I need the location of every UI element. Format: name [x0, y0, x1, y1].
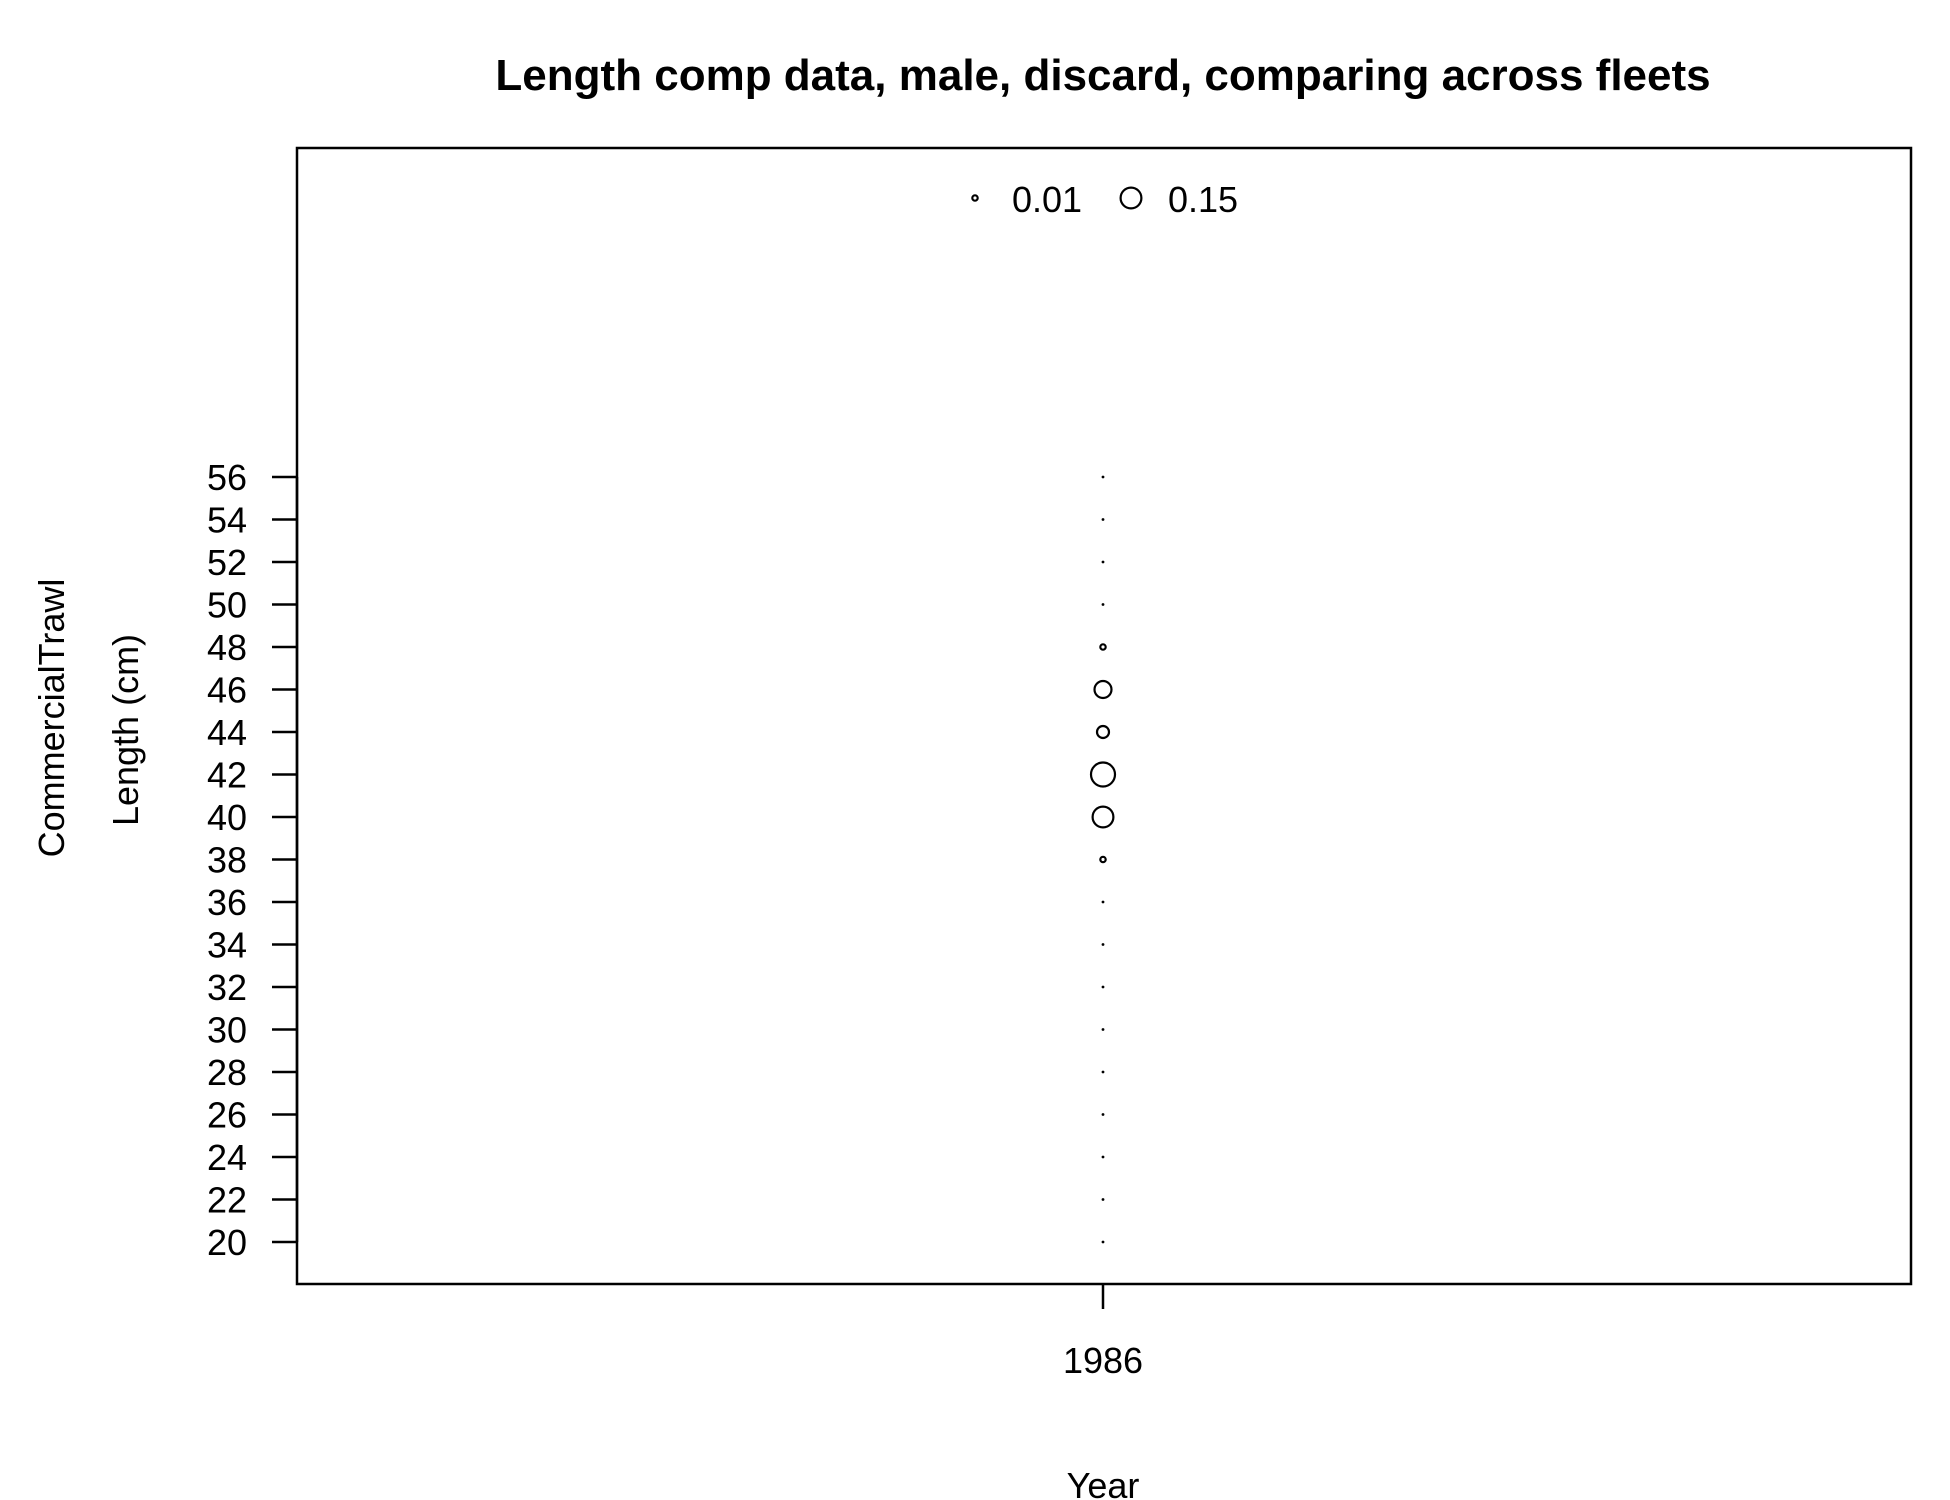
bubble-point: [1093, 679, 1113, 700]
bubble-point: [1101, 560, 1105, 564]
y-tick-label: 26: [207, 1095, 247, 1136]
y-tick-label: 32: [207, 967, 247, 1008]
x-axis-label: Year: [1067, 1465, 1140, 1500]
y-tick-label: 20: [207, 1222, 247, 1263]
y-tick-label: 34: [207, 925, 247, 966]
y-tick-label: 54: [207, 500, 247, 541]
y-tick-label: 24: [207, 1137, 247, 1178]
y-tick-label: 30: [207, 1010, 247, 1051]
bubble-point: [1089, 761, 1117, 788]
y-tick-label: 52: [207, 542, 247, 583]
bubble-point: [1095, 724, 1111, 740]
x-axis: 1986: [1063, 1284, 1143, 1381]
bubble-point: [1101, 1028, 1105, 1031]
bubble-point: [1101, 943, 1105, 946]
bubble-point: [1099, 855, 1107, 864]
y-tick-label: 46: [207, 670, 247, 711]
bubble-point: [1091, 805, 1115, 829]
y-tick-label: 48: [207, 627, 247, 668]
bubble-point: [1101, 1113, 1105, 1116]
bubble-point: [1101, 985, 1105, 989]
bubble-point: [1101, 1155, 1105, 1159]
y-tick-label: 42: [207, 755, 247, 796]
legend-symbol: [1119, 186, 1143, 210]
bubble-point: [1101, 900, 1105, 904]
y-axis-label: Length (cm): [105, 634, 146, 826]
bubble-point: [1101, 518, 1105, 521]
y-tick-label: 56: [207, 457, 247, 498]
y-tick-label: 36: [207, 882, 247, 923]
fleet-label: CommercialTrawl: [31, 579, 72, 858]
x-tick-label: 1986: [1063, 1340, 1143, 1381]
y-tick-label: 22: [207, 1180, 247, 1221]
y-tick-label: 38: [207, 840, 247, 881]
legend-label: 0.01: [1012, 179, 1082, 220]
chart-title: Length comp data, male, discard, compari…: [495, 51, 1710, 100]
bubbles: [1089, 475, 1117, 1244]
bubble-point: [1101, 1198, 1105, 1201]
y-tick-label: 50: [207, 585, 247, 626]
legend-label: 0.15: [1168, 179, 1238, 220]
bubble-point: [1099, 643, 1107, 651]
bubble-point: [1101, 475, 1105, 479]
y-tick-label: 40: [207, 797, 247, 838]
bubble-point: [1101, 1240, 1105, 1244]
legend: 0.01 0.15: [971, 179, 1238, 220]
bubble-point: [1101, 603, 1105, 606]
bubble-point: [1101, 1070, 1105, 1074]
y-tick-label: 28: [207, 1052, 247, 1093]
legend-symbol: [971, 194, 979, 202]
y-tick-label: 44: [207, 712, 247, 753]
